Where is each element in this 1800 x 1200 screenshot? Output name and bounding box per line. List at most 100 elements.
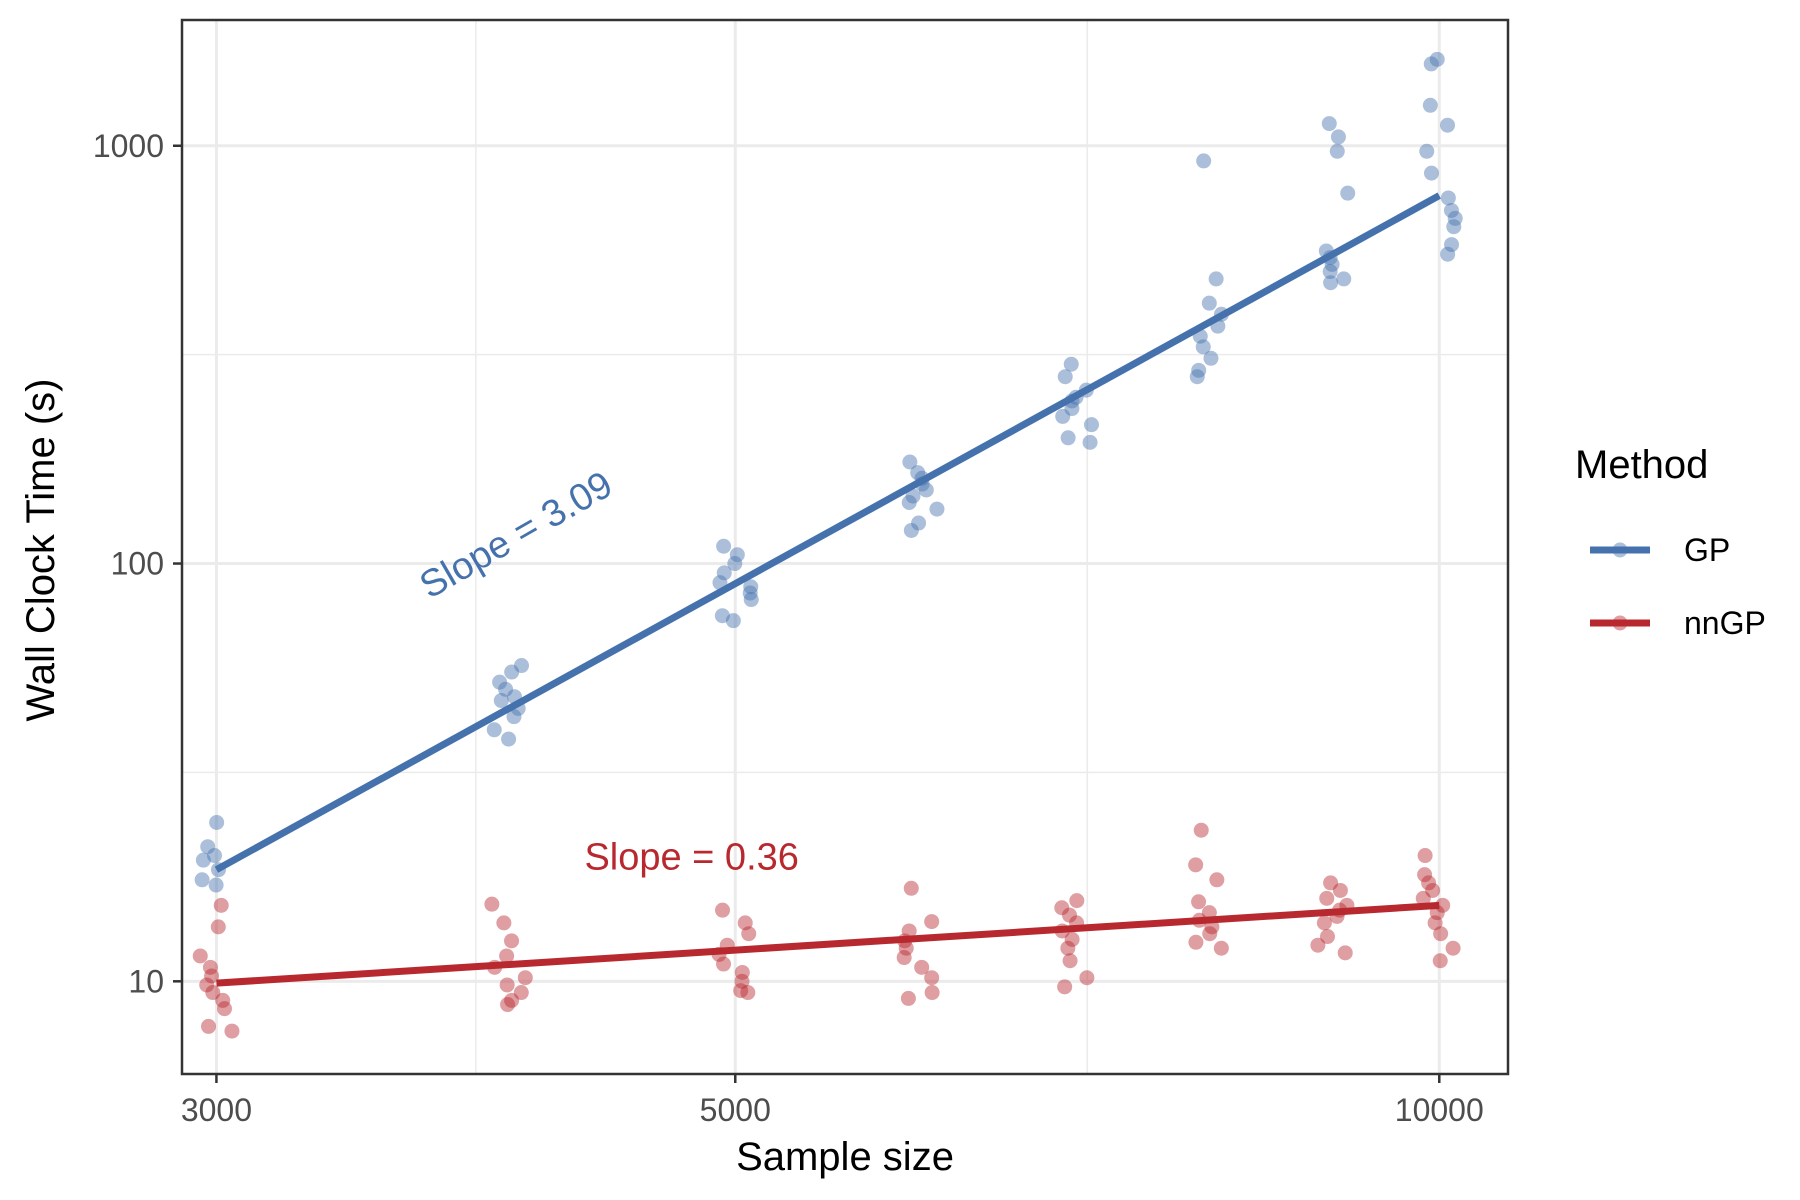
data-point-nngp bbox=[500, 997, 516, 1013]
data-point-gp bbox=[1057, 369, 1073, 385]
data-point-nngp bbox=[1057, 979, 1073, 995]
data-point-gp bbox=[716, 565, 732, 581]
data-point-nngp bbox=[740, 985, 756, 1001]
data-point-nngp bbox=[1433, 926, 1449, 942]
data-point-nngp bbox=[1193, 822, 1209, 838]
data-point-gp bbox=[1419, 143, 1435, 159]
data-point-nngp bbox=[1062, 953, 1078, 969]
data-point-nngp bbox=[737, 915, 753, 931]
data-point-gp bbox=[1446, 219, 1462, 235]
data-point-nngp bbox=[903, 880, 919, 896]
y-tick-label: 1000 bbox=[93, 128, 164, 164]
data-point-nngp bbox=[1425, 882, 1441, 898]
data-point-nngp bbox=[1209, 872, 1225, 888]
data-point-gp bbox=[1063, 356, 1079, 372]
data-point-nngp bbox=[1417, 867, 1433, 883]
data-point-gp bbox=[743, 579, 759, 595]
data-point-nngp bbox=[1213, 940, 1229, 956]
data-point-nngp bbox=[901, 923, 917, 939]
legend-label-gp: GP bbox=[1684, 532, 1730, 568]
x-axis-title: Sample size bbox=[736, 1135, 954, 1179]
data-point-gp bbox=[493, 693, 509, 709]
legend-title: Method bbox=[1575, 443, 1708, 487]
data-point-nngp bbox=[924, 914, 940, 930]
data-point-nngp bbox=[715, 902, 731, 918]
data-point-nngp bbox=[216, 1001, 232, 1017]
data-point-gp bbox=[714, 608, 730, 624]
data-point-gp bbox=[1082, 434, 1098, 450]
legend-key-point-gp bbox=[1612, 542, 1628, 558]
data-point-nngp bbox=[896, 950, 912, 966]
data-point-nngp bbox=[1435, 897, 1451, 913]
data-point-gp bbox=[1084, 417, 1100, 433]
data-point-gp bbox=[1329, 143, 1345, 159]
data-point-gp bbox=[501, 731, 517, 747]
data-point-gp bbox=[1064, 401, 1080, 417]
data-point-gp bbox=[1440, 190, 1456, 206]
data-point-gp bbox=[1191, 362, 1207, 378]
legend: Method GP nnGP bbox=[1575, 443, 1766, 641]
data-point-gp bbox=[1060, 430, 1076, 446]
data-point-gp bbox=[1336, 271, 1352, 287]
data-point-gp bbox=[486, 722, 502, 738]
data-point-gp bbox=[1055, 408, 1071, 424]
data-point-gp bbox=[743, 592, 759, 608]
x-axis-ticks: 3000 5000 10000 bbox=[181, 1074, 1484, 1128]
data-point-gp bbox=[194, 872, 210, 888]
data-point-nngp bbox=[215, 992, 231, 1008]
data-point-gp bbox=[1444, 237, 1460, 253]
data-point-nngp bbox=[213, 897, 229, 913]
data-point-nngp bbox=[484, 896, 500, 912]
data-point-gp bbox=[1189, 369, 1205, 385]
data-point-nngp bbox=[1319, 890, 1335, 906]
data-point-gp bbox=[1423, 56, 1439, 72]
data-point-nngp bbox=[202, 959, 218, 975]
data-point-nngp bbox=[1060, 940, 1076, 956]
data-point-gp bbox=[1322, 264, 1338, 280]
data-point-nngp bbox=[1337, 945, 1353, 961]
data-point-nngp bbox=[1188, 857, 1204, 873]
data-point-gp bbox=[742, 585, 758, 601]
data-point-nngp bbox=[733, 983, 749, 999]
data-point-gp bbox=[911, 515, 927, 531]
data-point-nngp bbox=[1415, 890, 1431, 906]
data-point-gp bbox=[498, 681, 514, 697]
data-point-gp bbox=[514, 658, 530, 674]
data-point-nngp bbox=[1079, 970, 1095, 986]
legend-key-point-nngp bbox=[1612, 615, 1628, 631]
fit-line-nngp bbox=[216, 901, 1440, 987]
data-point-gp bbox=[1195, 339, 1211, 355]
data-point-nngp bbox=[1421, 875, 1437, 891]
data-point-gp bbox=[725, 613, 741, 629]
y-axis-ticks: 10 100 1000 bbox=[93, 128, 182, 999]
data-point-nngp bbox=[898, 940, 914, 956]
data-point-gp bbox=[207, 848, 223, 864]
data-points bbox=[192, 51, 1463, 1039]
data-point-gp bbox=[1201, 295, 1217, 311]
data-point-nngp bbox=[517, 970, 533, 986]
data-point-nngp bbox=[499, 977, 515, 993]
data-point-nngp bbox=[499, 948, 515, 964]
data-point-nngp bbox=[1202, 926, 1218, 942]
slope-annotation-nngp: Slope = 0.36 bbox=[584, 837, 798, 879]
data-point-gp bbox=[1422, 97, 1438, 113]
data-point-gp bbox=[209, 814, 225, 830]
y-axis-title: Wall Clock Time (s) bbox=[19, 379, 63, 722]
data-point-gp bbox=[1423, 165, 1439, 181]
data-point-gp bbox=[208, 877, 224, 893]
data-point-gp bbox=[200, 839, 216, 855]
data-point-nngp bbox=[1310, 937, 1326, 953]
data-point-nngp bbox=[924, 970, 940, 986]
y-tick-label: 10 bbox=[128, 963, 164, 999]
data-point-nngp bbox=[1417, 848, 1433, 864]
data-point-nngp bbox=[504, 933, 520, 949]
data-point-nngp bbox=[1445, 940, 1461, 956]
x-tick-label: 10000 bbox=[1395, 1092, 1484, 1128]
data-point-gp bbox=[506, 709, 522, 725]
panel-border bbox=[180, 18, 1510, 1076]
data-point-gp bbox=[195, 852, 211, 868]
data-point-nngp bbox=[1323, 875, 1339, 891]
data-point-gp bbox=[902, 454, 918, 470]
x-tick-label: 3000 bbox=[181, 1092, 252, 1128]
